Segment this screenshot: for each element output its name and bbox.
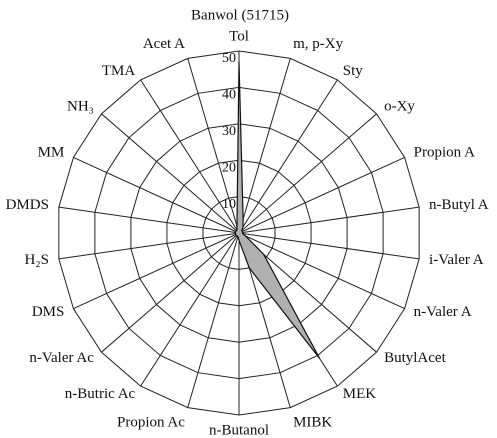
spoke (140, 79, 240, 234)
category-label: MM (38, 145, 65, 161)
category-label: n-Valer Ac (29, 350, 94, 366)
category-label: Propion Ac (117, 415, 185, 431)
spoke (238, 58, 291, 234)
category-label: n-Valer A (414, 304, 472, 320)
category-label: DMDS (6, 197, 49, 213)
spoke (238, 113, 377, 234)
tick-label: 40 (222, 88, 236, 103)
category-label: Sty (343, 63, 364, 79)
category-label: Acet A (143, 36, 185, 52)
tick-label: 10 (222, 197, 236, 212)
category-label: o-Xy (384, 99, 415, 115)
spoke (58, 232, 240, 260)
spoke (140, 232, 240, 387)
category-label: MIBK (293, 415, 332, 431)
spoke (187, 232, 240, 408)
spoke (101, 232, 240, 353)
series-area (234, 61, 321, 359)
spoke (238, 156, 405, 234)
category-label: n-Butanol (209, 422, 269, 438)
spoke (238, 79, 338, 234)
category-label: Tol (229, 28, 249, 44)
spoke (58, 206, 240, 234)
tick-label: 50 (222, 51, 236, 66)
chart-title: Banwol (51715) (191, 7, 289, 23)
spoke (101, 113, 240, 234)
spoke (187, 58, 240, 234)
tick-label: 30 (222, 124, 236, 139)
tick-label: 20 (222, 160, 236, 175)
category-label: n-Butric Ac (65, 386, 136, 402)
spoke (238, 232, 420, 260)
category-label: DMS (32, 304, 65, 320)
category-label: m, p-Xy (293, 36, 343, 52)
spoke (73, 232, 240, 310)
category-label: i-Valer A (429, 252, 484, 268)
category-label: MEK (343, 386, 377, 402)
category-label: Propion A (414, 145, 475, 161)
category-label: ButylAcet (384, 350, 446, 366)
category-label: H₂S (25, 252, 49, 268)
spoke (238, 206, 420, 234)
spoke (73, 156, 240, 234)
category-label: TMA (102, 63, 136, 79)
category-label: n-Butyl A (429, 197, 489, 213)
category-label: NH₃ (67, 99, 94, 115)
spoke (238, 232, 405, 310)
